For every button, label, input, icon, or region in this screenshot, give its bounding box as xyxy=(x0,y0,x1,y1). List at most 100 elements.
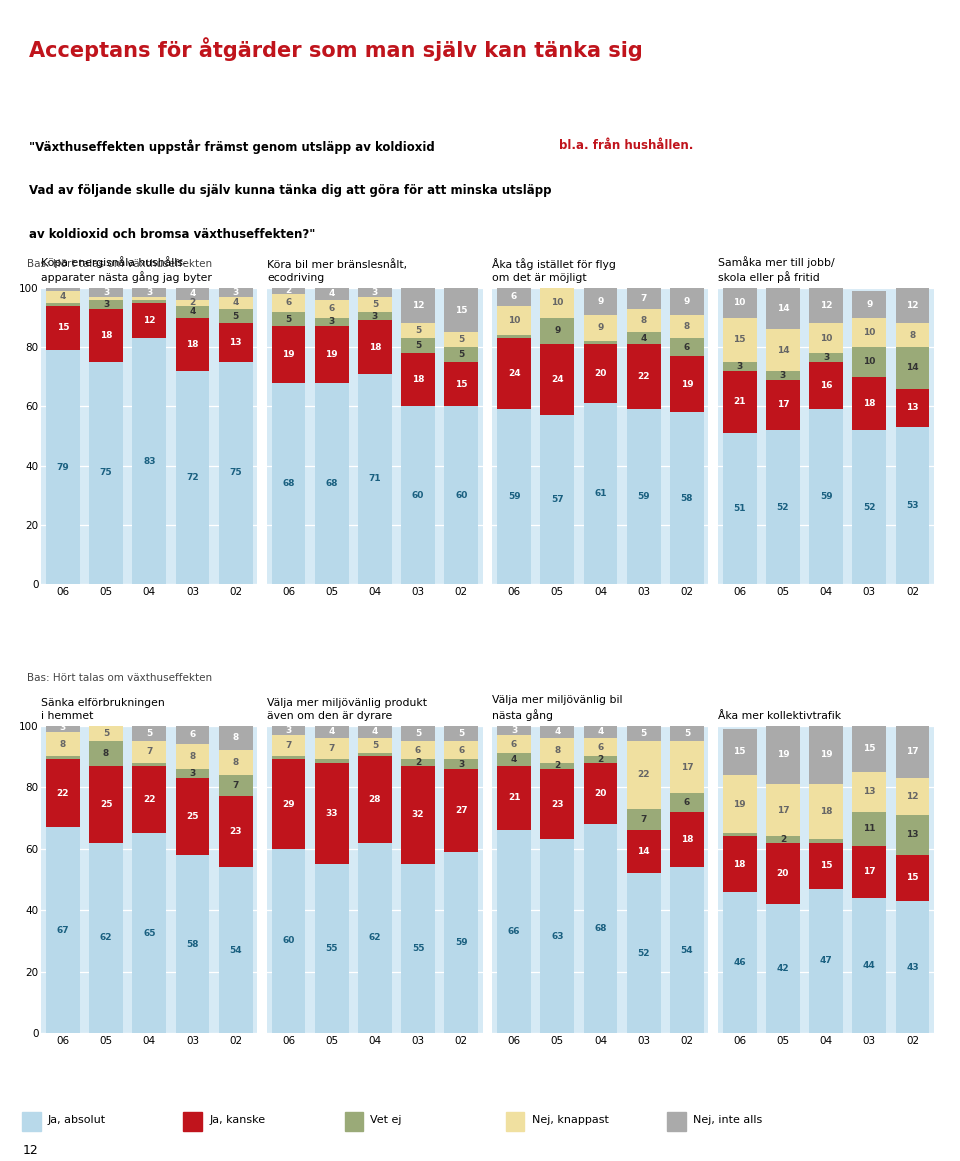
Bar xyxy=(444,332,478,347)
Text: 7: 7 xyxy=(640,815,647,824)
Text: Bas: Hört talas om växthuseffekten: Bas: Hört talas om växthuseffekten xyxy=(27,259,212,268)
Bar xyxy=(497,288,531,305)
Text: 68: 68 xyxy=(282,478,295,488)
Bar xyxy=(852,845,886,897)
Text: 2: 2 xyxy=(780,835,786,844)
Text: 6: 6 xyxy=(328,304,335,313)
Text: 8: 8 xyxy=(60,740,66,749)
Bar xyxy=(584,403,617,584)
Bar xyxy=(852,430,886,584)
Bar xyxy=(540,763,574,769)
Text: 15: 15 xyxy=(733,336,746,345)
Text: 15: 15 xyxy=(733,748,746,756)
Text: 4: 4 xyxy=(189,289,196,298)
Bar xyxy=(315,288,348,300)
Text: 4: 4 xyxy=(189,308,196,316)
Bar xyxy=(809,784,843,839)
Text: 17: 17 xyxy=(777,401,789,410)
Bar xyxy=(497,735,531,753)
Bar xyxy=(497,765,531,830)
Text: 6: 6 xyxy=(285,298,292,308)
Bar xyxy=(219,324,252,362)
Text: 54: 54 xyxy=(229,946,242,954)
Bar xyxy=(219,774,252,796)
Text: 3: 3 xyxy=(328,317,335,326)
Text: 8: 8 xyxy=(909,331,916,340)
Text: 2: 2 xyxy=(597,755,604,764)
Text: 12: 12 xyxy=(412,301,424,310)
Bar xyxy=(584,726,617,738)
Text: 3: 3 xyxy=(511,726,517,735)
Text: 6: 6 xyxy=(511,293,517,302)
Text: 5: 5 xyxy=(640,729,647,738)
Bar xyxy=(809,843,843,888)
Text: 19: 19 xyxy=(777,750,789,759)
Text: 75: 75 xyxy=(100,468,112,477)
Text: 15: 15 xyxy=(906,873,919,882)
Bar xyxy=(852,347,886,376)
Bar xyxy=(401,864,435,1033)
Bar xyxy=(89,765,123,843)
Bar xyxy=(540,344,574,416)
Text: 5: 5 xyxy=(458,729,465,738)
Bar xyxy=(723,362,756,370)
Text: 5: 5 xyxy=(285,315,292,324)
Text: 51: 51 xyxy=(733,504,746,513)
Bar xyxy=(272,759,305,849)
Bar xyxy=(852,897,886,1033)
Text: 33: 33 xyxy=(325,809,338,817)
Bar xyxy=(46,827,80,1033)
Bar xyxy=(627,726,660,741)
Bar xyxy=(809,410,843,584)
Bar xyxy=(132,338,166,584)
Text: 3: 3 xyxy=(146,288,153,297)
Bar xyxy=(46,759,80,827)
Text: 3: 3 xyxy=(736,362,743,370)
Text: 58: 58 xyxy=(186,939,199,949)
Bar xyxy=(670,288,704,315)
Bar xyxy=(540,726,574,738)
Bar xyxy=(89,741,123,765)
Text: 22: 22 xyxy=(637,771,650,779)
Bar xyxy=(46,722,80,731)
Bar xyxy=(272,383,305,584)
Text: 75: 75 xyxy=(229,468,242,477)
Bar xyxy=(670,741,704,793)
Text: Köra bil mer bränslesnålt,
ecodriving: Köra bil mer bränslesnålt, ecodriving xyxy=(267,259,407,283)
Text: 10: 10 xyxy=(733,298,746,308)
Bar xyxy=(89,362,123,584)
Text: 18: 18 xyxy=(681,835,693,844)
Text: 2: 2 xyxy=(189,298,196,308)
Bar xyxy=(584,824,617,1033)
Text: 9: 9 xyxy=(684,297,690,305)
Bar xyxy=(723,729,756,774)
Bar xyxy=(852,726,886,772)
Text: 8: 8 xyxy=(554,745,561,755)
Text: Välja mer miljövänlig produkt
även om den är dyrare: Välja mer miljövänlig produkt även om de… xyxy=(267,698,427,721)
Text: 21: 21 xyxy=(733,397,746,406)
Bar xyxy=(809,353,843,362)
Bar xyxy=(176,370,209,584)
Text: 10: 10 xyxy=(863,327,876,337)
Text: 55: 55 xyxy=(412,944,424,953)
Bar xyxy=(584,763,617,824)
Text: Samåka mer till jobb/
skola eller på fritid: Samåka mer till jobb/ skola eller på fri… xyxy=(718,255,834,283)
Bar xyxy=(852,317,886,347)
Bar xyxy=(627,288,660,309)
Text: 5: 5 xyxy=(372,300,378,309)
Bar xyxy=(272,326,305,383)
Bar xyxy=(358,374,392,584)
Text: 12: 12 xyxy=(143,316,156,325)
Text: 46: 46 xyxy=(733,958,746,967)
Bar xyxy=(358,311,392,320)
Text: 18: 18 xyxy=(733,859,746,868)
Bar xyxy=(46,351,80,584)
Bar xyxy=(444,852,478,1033)
Text: 7: 7 xyxy=(328,744,335,753)
Bar xyxy=(766,370,800,380)
Bar xyxy=(132,765,166,834)
Bar xyxy=(444,726,478,741)
Text: 24: 24 xyxy=(508,369,520,378)
Text: 72: 72 xyxy=(186,473,199,482)
Bar xyxy=(89,297,123,300)
